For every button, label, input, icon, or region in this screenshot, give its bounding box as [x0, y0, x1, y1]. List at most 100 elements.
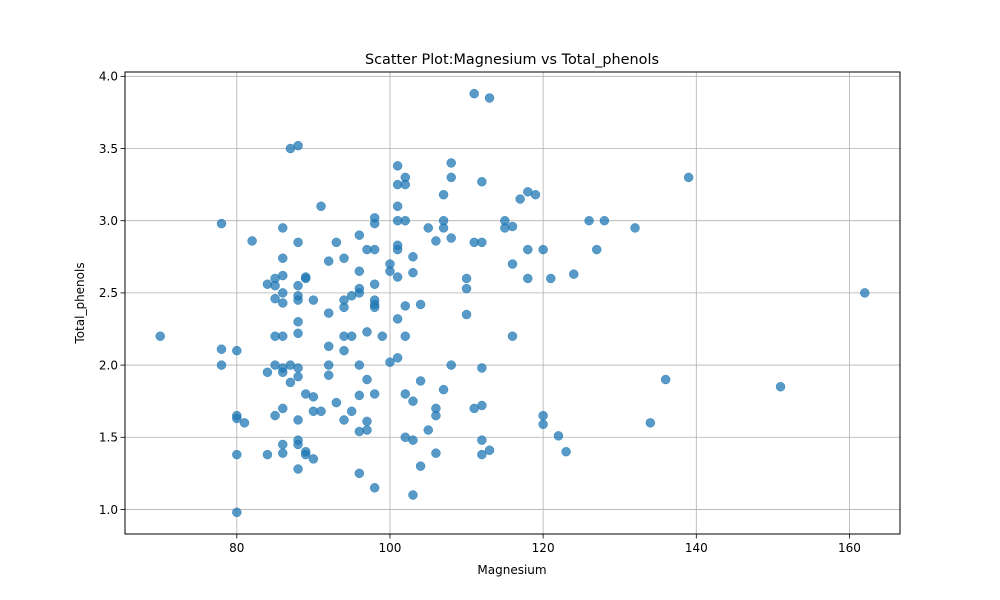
scatter-point — [316, 201, 326, 212]
scatter-point — [293, 237, 303, 248]
scatter-point — [323, 256, 334, 266]
scatter-point — [408, 396, 418, 406]
scatter-point — [270, 410, 280, 421]
scatter-point — [354, 468, 365, 479]
scatter-point — [323, 341, 334, 352]
scatter-point — [553, 431, 564, 441]
scatter-point — [278, 331, 288, 341]
scatter-point — [515, 194, 525, 204]
scatter-point — [308, 392, 319, 402]
y-tick-label: 2.0 — [99, 358, 118, 372]
scatter-point — [239, 418, 250, 428]
scatter-point — [293, 295, 303, 305]
scatter-point — [415, 299, 426, 310]
scatter-point — [346, 406, 357, 417]
scatter-point — [369, 244, 380, 255]
scatter-point — [323, 308, 334, 318]
scatter-point — [392, 244, 403, 255]
x-axis-ticks: 80 100 120 140 160 — [229, 534, 861, 555]
scatter-point — [461, 309, 472, 320]
scatter-point — [438, 223, 449, 233]
scatter-point — [446, 360, 456, 370]
scatter-point — [339, 415, 349, 425]
scatter-point — [339, 302, 349, 313]
scatter-point — [293, 317, 303, 327]
scatter-point — [331, 397, 342, 408]
scatter-point — [400, 331, 411, 341]
scatter-point — [477, 176, 487, 187]
scatter-point — [477, 435, 487, 445]
scatter-point — [293, 280, 303, 291]
scatter-point — [438, 189, 449, 200]
scatter-point — [569, 269, 579, 279]
scatter-point — [377, 331, 388, 341]
scatter-point — [216, 344, 227, 354]
scatter-point — [400, 215, 411, 226]
scatter-point — [300, 449, 311, 460]
scatter-point — [278, 448, 288, 458]
scatter-point — [262, 449, 273, 460]
scatter-point — [423, 223, 434, 233]
scatter-point — [477, 400, 487, 411]
x-tick-label: 140 — [685, 541, 708, 555]
grid-lines — [125, 72, 900, 534]
scatter-point — [400, 389, 411, 399]
scatter-point — [538, 244, 548, 255]
scatter-point — [369, 389, 380, 399]
scatter-point — [507, 259, 518, 269]
scatter-point — [262, 367, 273, 378]
scatter-point — [484, 445, 495, 456]
scatter-point — [293, 439, 303, 450]
scatter-point — [339, 345, 349, 356]
scatter-point — [369, 302, 380, 313]
scatter-point — [408, 252, 418, 262]
scatter-point — [599, 215, 610, 226]
scatter-point — [232, 345, 242, 356]
x-tick-label: 80 — [229, 541, 244, 555]
scatter-point — [461, 283, 472, 294]
scatter-point — [155, 331, 165, 341]
scatter-point — [354, 288, 365, 298]
scatter-point — [415, 461, 426, 471]
scatter-point — [484, 93, 495, 103]
scatter-point — [278, 270, 288, 281]
scatter-point — [293, 371, 303, 382]
scatter-point — [278, 403, 288, 414]
plot-frame — [124, 71, 901, 535]
scatter-point — [362, 425, 372, 435]
scatter-point — [546, 273, 556, 284]
scatter-point — [369, 218, 380, 229]
scatter-point — [392, 272, 403, 282]
scatter-point — [293, 363, 303, 373]
scatter-point — [232, 507, 242, 518]
scatter-point — [278, 253, 288, 263]
scatter-point — [469, 88, 479, 99]
scatter-point — [278, 223, 288, 233]
x-tick-label: 160 — [838, 541, 861, 555]
scatter-point — [645, 418, 656, 428]
scatter-point — [683, 172, 694, 183]
data-points — [155, 88, 870, 518]
scatter-point — [860, 288, 870, 298]
scatter-point — [400, 179, 411, 190]
scatter-point — [523, 273, 533, 284]
scatter-point — [362, 416, 372, 427]
scatter-point — [385, 357, 395, 367]
scatter-point — [523, 244, 533, 255]
scatter-point — [591, 244, 602, 255]
scatter-point — [392, 161, 403, 171]
scatter-point — [507, 221, 518, 232]
scatter-point — [278, 439, 288, 450]
scatter-point — [431, 410, 441, 421]
y-tick-label: 2.5 — [99, 286, 118, 300]
y-tick-label: 1.5 — [99, 431, 118, 445]
scatter-point — [507, 331, 518, 341]
x-tick-label: 120 — [532, 541, 555, 555]
scatter-point — [477, 449, 487, 460]
scatter-point — [331, 237, 342, 248]
scatter-point — [216, 218, 227, 229]
scatter-point — [270, 280, 280, 291]
scatter-point — [362, 327, 372, 337]
